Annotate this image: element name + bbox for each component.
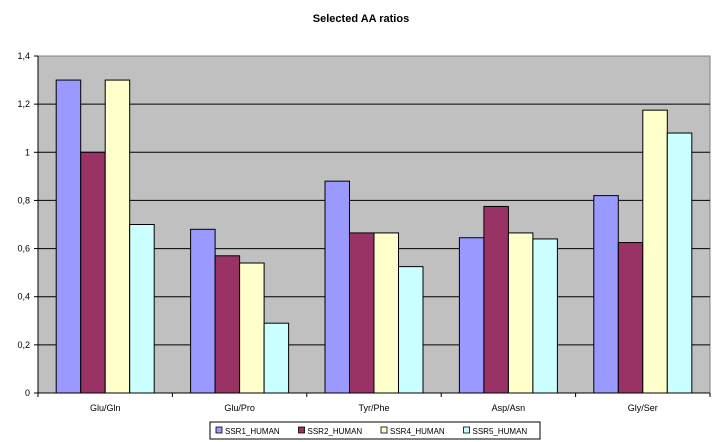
chart-title: Selected AA ratios bbox=[313, 13, 409, 25]
bar-ssr5-human-gly-ser bbox=[666, 132, 693, 394]
x-category-label: Tyr/Phe bbox=[358, 403, 389, 413]
legend-box bbox=[209, 421, 541, 440]
x-category-label: Glu/Gln bbox=[90, 403, 121, 413]
legend-label: SSR4_HUMAN bbox=[390, 427, 445, 436]
legend-swatch bbox=[298, 426, 305, 434]
legend-label: SSR2_HUMAN bbox=[308, 427, 363, 436]
bar-ssr1-human-glu-pro bbox=[190, 228, 216, 394]
x-category-label: Glu/Pro bbox=[224, 403, 255, 413]
x-axis: Glu/Gln Glu/Pro Tyr/Phe Asp/Asn Gly/Ser bbox=[37, 392, 711, 413]
y-tick-label: 0,8 bbox=[17, 195, 30, 205]
x-category-label: Gly/Ser bbox=[628, 403, 658, 413]
legend-swatch bbox=[463, 426, 470, 434]
y-tick-label: 0 bbox=[25, 388, 30, 398]
y-tick-label: 0,6 bbox=[17, 244, 30, 254]
legend-label: SSR5_HUMAN bbox=[473, 427, 528, 436]
bar-ssr1-human-tyr-phe bbox=[324, 180, 350, 394]
bar-ssr5-human-tyr-phe bbox=[398, 266, 424, 394]
bar-ssr5-human-asp-asn bbox=[532, 238, 558, 394]
bar-ssr2-human-tyr-phe bbox=[349, 232, 375, 394]
bar-ssr1-human-asp-asn bbox=[458, 237, 485, 394]
legend-label: SSR1_HUMAN bbox=[225, 427, 280, 436]
bar-ssr2-human-glu-pro bbox=[214, 255, 241, 394]
bar-ssr4-human-asp-asn bbox=[507, 232, 534, 394]
legend-swatch bbox=[380, 426, 388, 434]
bar-ssr2-human-asp-asn bbox=[483, 205, 509, 394]
y-axis: 0 0,2 0,4 0,6 0,8 1 1,2 1,4 bbox=[17, 51, 39, 398]
bar-ssr4-human-tyr-phe bbox=[373, 232, 399, 394]
legend: SSR1_HUMAN SSR2_HUMAN SSR4_HUMAN SSR5_HUMAN bbox=[209, 421, 541, 440]
bar-ssr5-human-glu-pro bbox=[263, 322, 290, 394]
legend-swatch bbox=[215, 426, 223, 434]
bars bbox=[55, 79, 693, 394]
bar-ssr2-human-gly-ser bbox=[617, 242, 644, 394]
y-tick-label: 0,2 bbox=[17, 340, 30, 350]
bar-ssr1-human-gly-ser bbox=[593, 195, 619, 394]
bar-ssr5-human-glu-gln bbox=[129, 224, 155, 394]
x-category-label: Asp/Asn bbox=[492, 403, 526, 413]
bar-ssr2-human-glu-gln bbox=[80, 151, 106, 394]
y-tick-label: 1,4 bbox=[17, 51, 30, 61]
y-tick-label: 1,2 bbox=[17, 99, 30, 109]
bar-ssr1-human-glu-gln bbox=[55, 79, 82, 394]
bar-ssr4-human-glu-gln bbox=[104, 79, 131, 394]
y-tick-label: 1 bbox=[25, 147, 30, 157]
y-tick-label: 0,4 bbox=[17, 292, 30, 302]
bar-ssr4-human-glu-pro bbox=[239, 262, 265, 394]
bar-ssr4-human-gly-ser bbox=[642, 109, 668, 394]
